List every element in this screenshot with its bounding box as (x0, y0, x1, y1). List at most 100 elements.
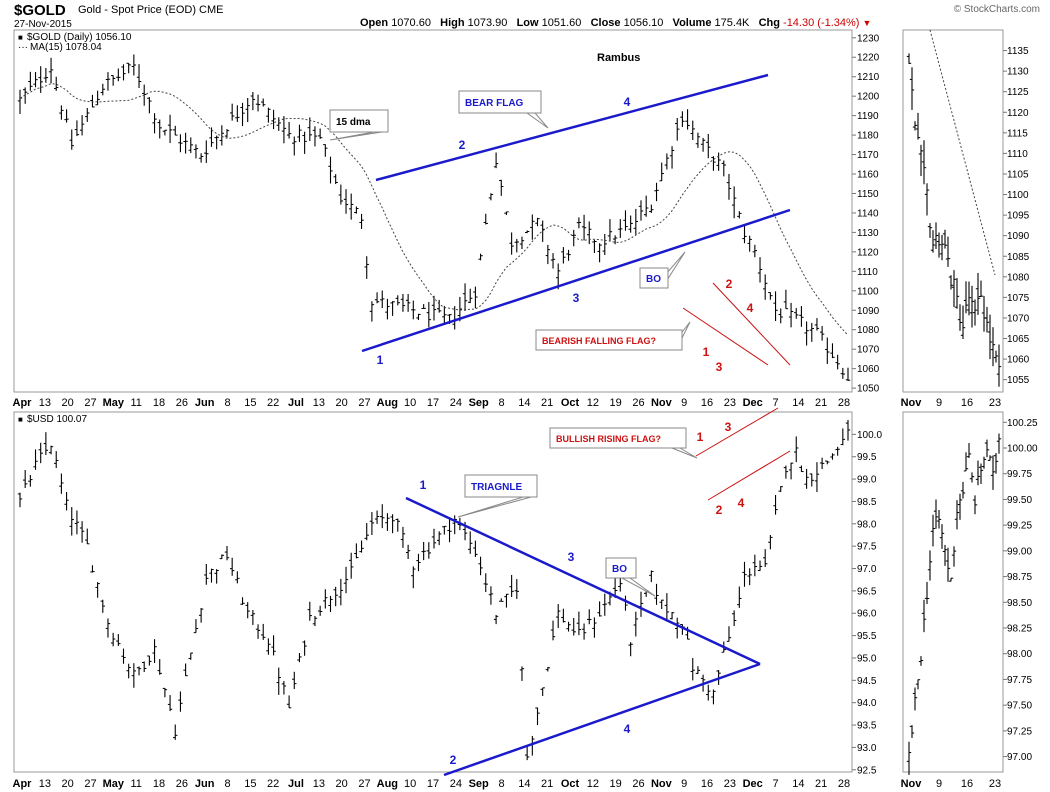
ohlc-bar (33, 72, 38, 88)
y-tick-label: 1080 (1007, 272, 1030, 283)
plot-frame (13, 29, 853, 393)
ohlc-bar (742, 224, 747, 244)
ohlc-bar (328, 595, 333, 613)
ohlc-bar (442, 525, 447, 535)
ohlc-bar (354, 543, 359, 559)
ohlc-bar (214, 569, 219, 584)
ohlc-bar (566, 249, 571, 261)
legend-gold: $GOLD (Daily) 1056.10 (27, 32, 132, 43)
ohlc-bar (942, 229, 948, 249)
ohlc-bar (566, 621, 571, 632)
ohlc-bar (706, 133, 711, 159)
ohlc-bar (400, 293, 406, 312)
x-tick-label: 8 (224, 778, 230, 790)
ohlc-bar (763, 549, 768, 568)
ohlc-bar (297, 124, 302, 142)
ohlc-bar (245, 97, 250, 123)
ohlc-bar (825, 460, 830, 465)
x-tick-label: 18 (153, 778, 165, 790)
ohlc-bar (188, 137, 193, 154)
x-tick-label: Nov (651, 778, 673, 790)
y-tick-label: 98.25 (1007, 624, 1032, 635)
ohlc-bar (987, 314, 993, 360)
ohlc-bar (530, 214, 535, 240)
ohlc-bar (524, 230, 530, 234)
ohlc-bar (224, 129, 230, 138)
y-tick-label: 1100 (1007, 190, 1029, 201)
ohlc-bar (79, 521, 85, 543)
ohlc-bar (411, 566, 416, 589)
y-tick-label: 1055 (1007, 375, 1030, 386)
price-bars (17, 54, 851, 381)
y-tick-label: 93.5 (857, 721, 877, 732)
ohlc-bar (198, 608, 204, 623)
ohlc-bar (669, 611, 675, 620)
x-axis: Apr 13 20 27 May 11 18 26 Jun 8 15 22 Jul 13 20 27 Aug 10… (13, 778, 851, 790)
x-tick-label: 22 (267, 397, 279, 409)
x-tick-label: Jul (288, 397, 304, 409)
ohlc-bar (421, 541, 426, 561)
ohlc-bar (255, 624, 261, 639)
ohlc-bar (457, 296, 463, 322)
ohlc-bar (364, 523, 369, 541)
y-tick-label: 1130 (857, 228, 879, 239)
ohlc-bar (680, 111, 685, 128)
ohlc-bar (261, 98, 266, 107)
ohlc-bar (783, 465, 789, 479)
bo-callout-usd: BO (605, 557, 656, 597)
callout-text: BO (646, 274, 661, 285)
ohlc-bar (219, 554, 225, 560)
ohlc-bar (219, 125, 225, 146)
ohlc-bar (328, 156, 333, 184)
ohlc-bar (95, 90, 100, 106)
ohlc-bar (675, 118, 680, 141)
ohlc-bar (814, 318, 820, 331)
ohlc-bar (183, 132, 188, 154)
ohlc-bar (261, 623, 266, 640)
ohlc-bar (281, 116, 287, 144)
bear-flag-lower-line (361, 208, 791, 353)
ohlc-bar (110, 632, 116, 647)
callout-text: 15 dma (336, 117, 371, 128)
ohlc-bar (912, 121, 918, 131)
y-tick-label: 1085 (1007, 252, 1030, 263)
y-tick-label: 1130 (1007, 67, 1029, 78)
ohlc-bar (990, 327, 996, 367)
ohlc-bar (483, 573, 488, 593)
ohlc-bar (757, 257, 763, 283)
ohlc-bar (452, 515, 457, 535)
callout-box (549, 427, 687, 449)
ohlc-bar (752, 244, 758, 258)
ohlc-bar (649, 570, 654, 583)
ohlc-bar (90, 565, 95, 573)
y-tick-label: 1075 (1007, 293, 1030, 304)
low-label: Low (516, 17, 539, 29)
ohlc-bar (405, 544, 411, 559)
ohlc-bar (59, 473, 64, 494)
ohlc-bar (250, 92, 256, 111)
ohlc-bar (747, 568, 752, 586)
ohlc-bar (54, 451, 59, 469)
y-tick-label: 92.5 (857, 765, 877, 776)
ohlc-bar (468, 531, 473, 554)
ohlc-bar (447, 518, 452, 543)
x-tick-label: 22 (267, 778, 279, 790)
ohlc-bar (978, 463, 984, 485)
ohlc-bar (131, 54, 137, 76)
ohlc-bar (276, 667, 281, 695)
chart-symbol: $GOLD (14, 2, 66, 19)
ohlc-bar (519, 666, 525, 681)
ohlc-bar (488, 193, 494, 201)
gold-flag-3: 3 (716, 360, 723, 374)
x-tick-label: Nov (901, 397, 923, 409)
ohlc-bar (85, 107, 90, 122)
chart-date: 27-Nov-2015 (14, 19, 72, 30)
ohlc-bar (514, 579, 519, 599)
ohlc-bar (945, 236, 951, 267)
ohlc-bar (374, 510, 380, 524)
ohlc-bar (271, 109, 276, 130)
ohlc-bar (550, 620, 556, 641)
ohlc-bar (975, 272, 981, 315)
x-tick-label: 27 (84, 397, 96, 409)
ohlc-bar (612, 235, 618, 245)
